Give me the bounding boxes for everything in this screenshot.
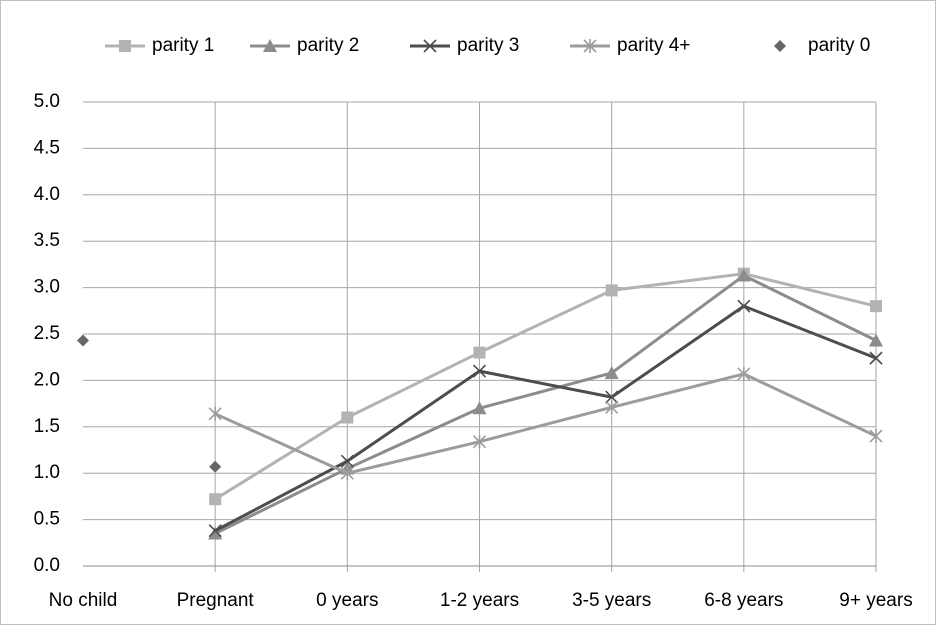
data-point (737, 366, 751, 381)
x-tick-label: 0 years (316, 590, 378, 611)
x-tick-label: 1-2 years (440, 590, 519, 611)
y-tick-label: 1.5 (34, 416, 60, 437)
data-point (208, 406, 222, 421)
data-point (604, 365, 619, 379)
x-tick-label: No child (49, 590, 118, 611)
series-line (214, 272, 877, 501)
y-tick-label: 0.5 (34, 509, 60, 530)
x-tick-label: Pregnant (177, 590, 255, 611)
data-point (209, 460, 222, 473)
legend-label: parity 4+ (617, 35, 690, 56)
y-tick-label: 2.5 (34, 323, 60, 344)
data-point (736, 268, 751, 282)
legend-marker (263, 39, 277, 52)
legend-label: parity 0 (808, 35, 870, 56)
y-tick-label: 1.0 (34, 462, 60, 483)
legend-marker (423, 39, 437, 53)
x-tick-label: 9+ years (839, 590, 912, 611)
legend-marker (583, 39, 597, 53)
y-tick-label: 3.5 (34, 230, 60, 251)
y-tick-label: 4.0 (34, 184, 60, 205)
data-point (208, 524, 222, 538)
data-point (473, 346, 486, 359)
data-point (869, 429, 883, 444)
data-point (340, 466, 354, 481)
x-tick-label: 3-5 years (572, 590, 651, 611)
series-line (214, 274, 877, 535)
legend-label: parity 1 (152, 35, 214, 56)
data-point (737, 299, 751, 313)
data-point (472, 434, 487, 449)
data-point (869, 351, 883, 365)
y-tick-label: 4.5 (34, 137, 60, 158)
data-point (605, 284, 618, 297)
legend-marker (774, 40, 786, 52)
series-line (214, 372, 877, 475)
data-point (472, 401, 487, 415)
legend-marker (119, 40, 131, 52)
data-point (605, 390, 619, 404)
legend-label: parity 2 (297, 35, 359, 56)
data-point (869, 333, 883, 347)
data-point (209, 493, 222, 506)
data-point (340, 454, 354, 468)
data-point (605, 400, 619, 415)
y-tick-label: 5.0 (34, 91, 60, 112)
legend-label: parity 3 (457, 35, 519, 56)
y-tick-label: 3.0 (34, 277, 60, 298)
data-point (472, 364, 487, 378)
y-tick-label: 2.0 (34, 369, 60, 390)
data-point (77, 334, 89, 347)
series-line (214, 304, 877, 533)
x-tick-label: 6-8 years (704, 590, 783, 611)
data-point (341, 411, 354, 424)
data-point (208, 526, 223, 540)
data-point (870, 300, 882, 313)
y-tick-label: 0.0 (34, 555, 60, 576)
